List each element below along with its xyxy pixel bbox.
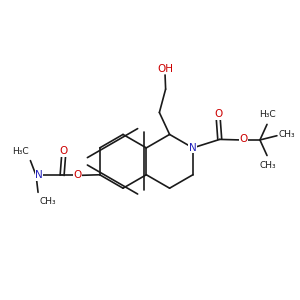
Text: O: O xyxy=(73,170,82,180)
Text: N: N xyxy=(189,143,197,153)
Text: N: N xyxy=(35,170,43,180)
Text: O: O xyxy=(239,134,248,144)
Text: CH₃: CH₃ xyxy=(40,197,56,206)
Text: CH₃: CH₃ xyxy=(278,130,295,139)
Text: H₃C: H₃C xyxy=(12,146,29,155)
Text: O: O xyxy=(215,110,223,119)
Text: O: O xyxy=(59,146,68,156)
Text: CH₃: CH₃ xyxy=(259,160,276,169)
Text: OH: OH xyxy=(157,64,173,74)
Text: H₃C: H₃C xyxy=(259,110,276,119)
